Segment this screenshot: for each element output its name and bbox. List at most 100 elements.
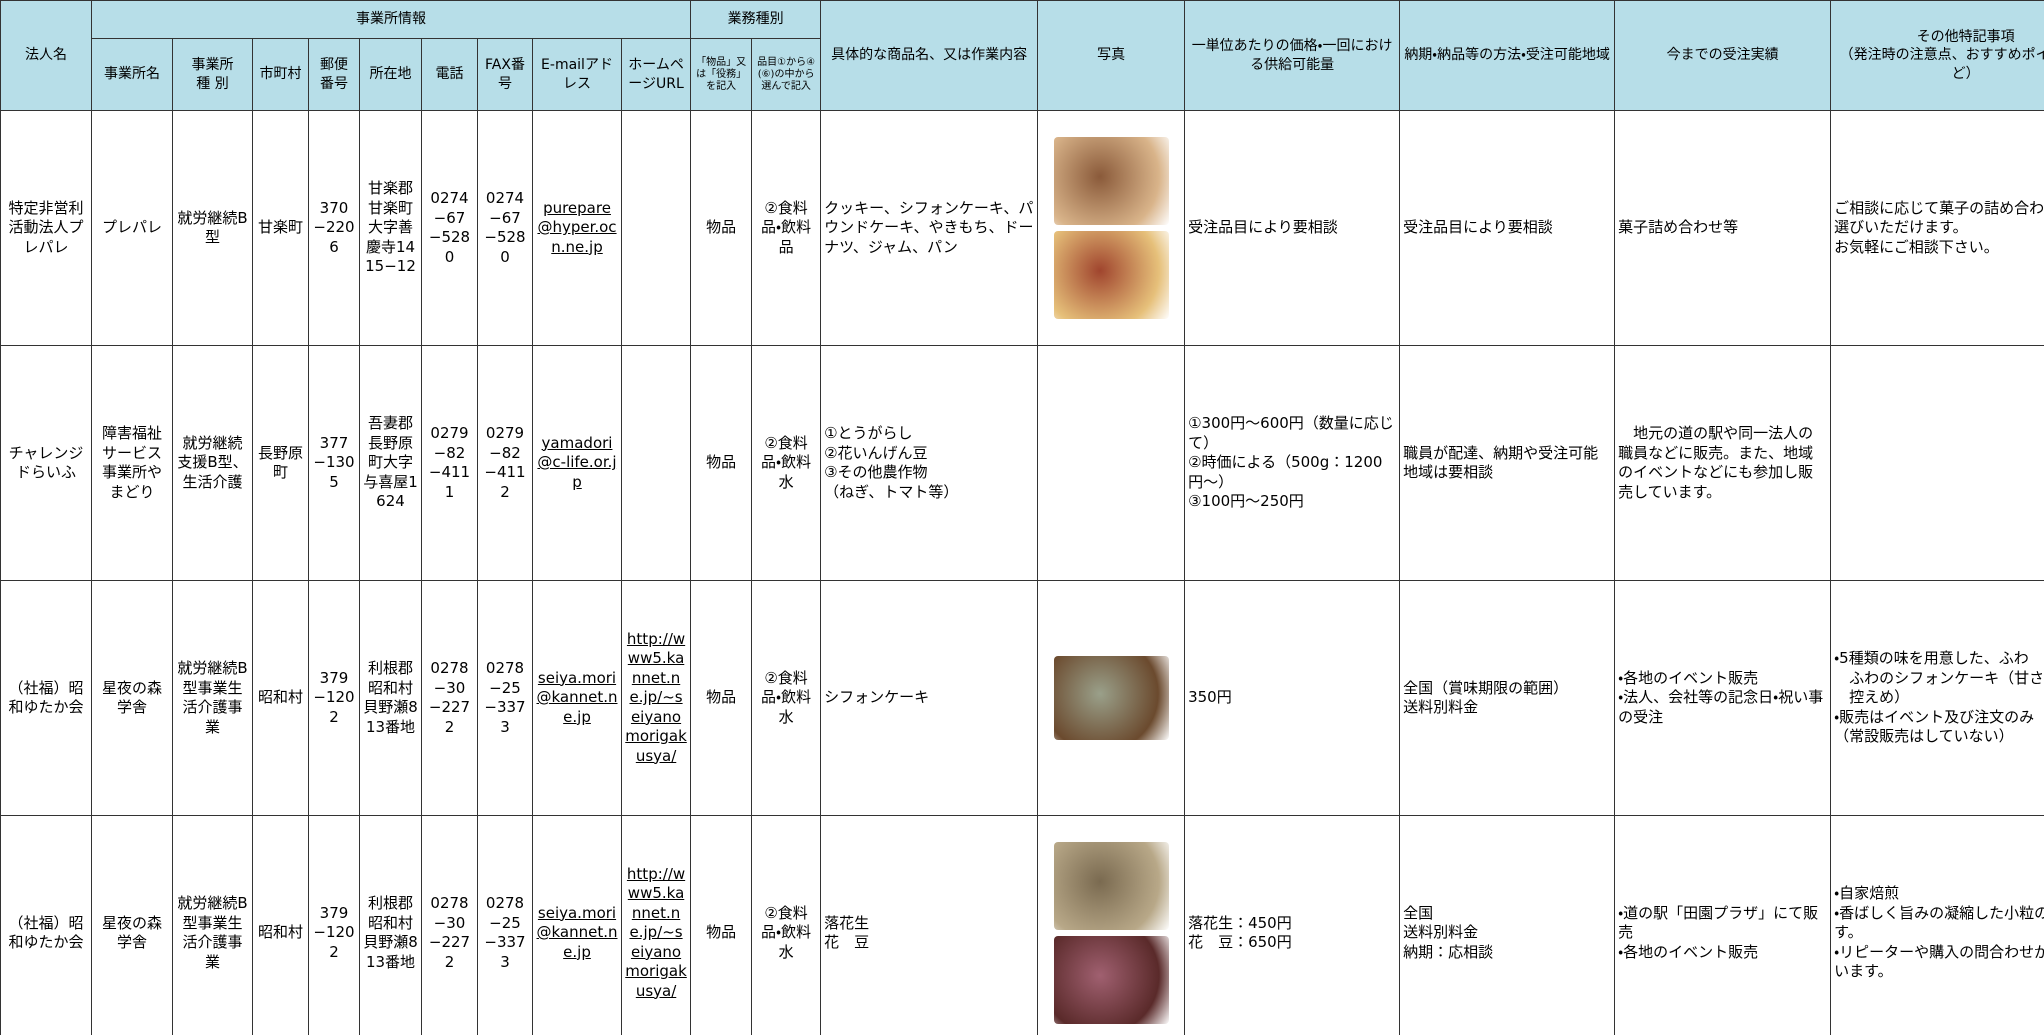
cell: 利根郡昭和村貝野瀬813番地 <box>359 580 422 816</box>
cell: （社福）昭和ゆたか会 <box>0 580 92 816</box>
cell: 特定非営利活動法人プレパレ <box>0 110 92 346</box>
cell <box>620 110 692 346</box>
cell-text: 長野原町 <box>257 443 303 482</box>
cell-text: シフォンケーキ <box>824 688 930 707</box>
cell: ・各地のイベント販売 ・法人、会社等の記念日・祝い事の受注 <box>1614 580 1832 816</box>
cell: 370−2206 <box>308 110 360 346</box>
cell-text: チャレンジドらいふ <box>8 443 84 482</box>
cell-text: 受注品目により要相談 <box>1188 218 1338 237</box>
cell: 落花生 花 豆 <box>820 815 1039 1035</box>
cell-text: 甘楽郡甘楽町大字善慶寺1415−12 <box>365 179 416 276</box>
cell-text: 星夜の森学舎 <box>101 913 162 952</box>
cell: 全国（賞味期限の範囲） 送料別料金 <box>1399 580 1616 816</box>
cell-text: ②食料品・飲料品 <box>761 198 812 256</box>
cell: 就労継続B型 <box>172 110 253 346</box>
cell-text: ・5種類の味を用意した、ふわ ふわのシフォンケーキ（甘さ 控えめ） ・販売はイベ… <box>1834 649 2044 746</box>
link-email[interactable]: purepare@hyper.ocn.ne.jp <box>537 198 617 256</box>
column-header: 郵便 番号 <box>308 38 360 111</box>
cell-text: 利根郡昭和村貝野瀬813番地 <box>363 894 418 971</box>
column-header: 電話 <box>421 38 478 111</box>
cell: ②食料品・飲料水 <box>751 815 822 1035</box>
group-header: 事業所情報 <box>90 0 692 39</box>
cell-text: 吾妻郡長野原町大字与喜屋1624 <box>363 414 418 511</box>
cell: ②食料品・飲料品 <box>751 110 822 346</box>
photo <box>1053 137 1169 225</box>
cell: 長野原町 <box>252 345 309 581</box>
cell-text: 就労継続支援B型、生活介護 <box>177 433 248 491</box>
link-email[interactable]: yamadori@c-life.or.jp <box>537 433 617 491</box>
cell: プレパレ <box>91 110 173 346</box>
cell-text: 0278−30−2272 <box>428 659 471 736</box>
cell: 就労継続B型事業生活介護事業 <box>172 580 253 816</box>
cell-text: 350円 <box>1188 688 1232 707</box>
cell-text: 全国 送料別料金 納期：応相談 <box>1403 903 1494 961</box>
photo <box>1053 842 1169 930</box>
cell <box>1037 580 1186 816</box>
column-header: ホームページURL <box>620 38 692 111</box>
cell-text: 379−1202 <box>313 668 355 726</box>
cell: 甘楽郡甘楽町大字善慶寺1415−12 <box>359 110 422 346</box>
column-header: 「物品」又は「役務」を記入 <box>690 38 753 111</box>
cell-text: ・道の駅「田園プラザ」にて販売 ・各地のイベント販売 <box>1618 903 1819 961</box>
group-header: 業務種別 <box>690 0 822 39</box>
cell-text: 利根郡昭和村貝野瀬813番地 <box>363 659 418 736</box>
column-header: 市町村 <box>252 38 309 111</box>
cell: ②食料品・飲料水 <box>751 345 822 581</box>
cell-text: 昭和村 <box>257 923 303 942</box>
cell-text: 受注品目により要相談 <box>1403 218 1553 237</box>
cell: ご相談に応じて菓子の詰め合わせをお選びいただけます。 お気軽にご相談下さい。 <box>1830 110 2044 346</box>
column-header: 今までの受注実績 <box>1614 0 1832 111</box>
cell: 0278−25−3373 <box>477 580 533 816</box>
cell: 受注品目により要相談 <box>1399 110 1616 346</box>
cell <box>1037 815 1186 1035</box>
cell: 菓子詰め合わせ等 <box>1614 110 1832 346</box>
column-header: E-mailアドレス <box>532 38 622 111</box>
cell: チャレンジドらいふ <box>0 345 92 581</box>
cell: 星夜の森学舎 <box>91 580 173 816</box>
link-email[interactable]: seiya.mori@kannet.ne.jp <box>536 668 618 726</box>
cell: 0274−67−5280 <box>421 110 478 346</box>
cell: 350円 <box>1184 580 1401 816</box>
cell-text: ・自家焙煎 ・香ばしく旨みの凝縮した小粒の品種です。 ・リピーターや購入の問合わ… <box>1834 884 2044 981</box>
cell-text: 0279−82−4112 <box>484 424 526 501</box>
cell: seiya.mori@kannet.ne.jp <box>532 580 622 816</box>
column-header: 事業所 種 別 <box>172 38 253 111</box>
cell: 就労継続支援B型、生活介護 <box>172 345 253 581</box>
cell-text: 0278−30−2272 <box>428 894 471 971</box>
cell-text: 星夜の森学舎 <box>101 678 162 717</box>
cell: 0279−82−4112 <box>477 345 533 581</box>
cell: http://www5.kannet.ne.jp/~seiyanomorigak… <box>620 580 692 816</box>
cell-text: 0274−67−5280 <box>484 189 526 266</box>
cell <box>1830 345 2044 581</box>
cell-text: 菓子詰め合わせ等 <box>1618 218 1739 237</box>
cell: 0278−30−2272 <box>421 815 478 1035</box>
cell-text: 379−1202 <box>313 903 355 961</box>
cell: 379−1202 <box>308 815 360 1035</box>
cell: seiya.mori@kannet.ne.jp <box>532 815 622 1035</box>
cell-text: ご相談に応じて菓子の詰め合わせをお選びいただけます。 お気軽にご相談下さい。 <box>1834 198 2044 256</box>
cell: http://www5.kannet.ne.jp/~seiyanomorigak… <box>620 815 692 1035</box>
cell-text: 377−1305 <box>313 433 355 491</box>
cell-text: 落花生 花 豆 <box>824 913 870 952</box>
link-url[interactable]: http://www5.kannet.ne.jp/~seiyanomorigak… <box>625 629 687 765</box>
table-row: チャレンジドらいふ 障害福祉サービス事業所やまどり 就労継続支援B型、生活介護 長野原… <box>0 345 2044 581</box>
cell-text: 就労継続B型 <box>177 208 248 247</box>
cell-text: 物品 <box>706 218 737 237</box>
cell: 落花生：450円 花 豆：650円 <box>1184 815 1401 1035</box>
cell-text: 障害福祉サービス事業所やまどり <box>101 424 162 501</box>
cell: （社福）昭和ゆたか会 <box>0 815 92 1035</box>
cell: 379−1202 <box>308 580 360 816</box>
cell-text: ①300円～600円（数量に応じて） ②時価による（500g：1200円～） ③… <box>1188 414 1394 511</box>
cell: クッキー、シフォンケーキ、パウンドケーキ、やきもち、ドーナツ、ジャム、パン <box>820 110 1039 346</box>
link-url[interactable]: http://www5.kannet.ne.jp/~seiyanomorigak… <box>625 864 687 1000</box>
column-header: 具体的な商品名、又は作業内容 <box>820 0 1039 111</box>
link-email[interactable]: seiya.mori@kannet.ne.jp <box>536 903 618 961</box>
column-header: 所在地 <box>359 38 422 111</box>
cell: ・道の駅「田園プラザ」にて販売 ・各地のイベント販売 <box>1614 815 1832 1035</box>
cell: シフォンケーキ <box>820 580 1039 816</box>
cell-text: クッキー、シフォンケーキ、パウンドケーキ、やきもち、ドーナツ、ジャム、パン <box>824 198 1034 256</box>
cell: ②食料品・飲料水 <box>751 580 822 816</box>
cell-text: 0279−82−4111 <box>428 424 471 501</box>
cell <box>1037 345 1186 581</box>
